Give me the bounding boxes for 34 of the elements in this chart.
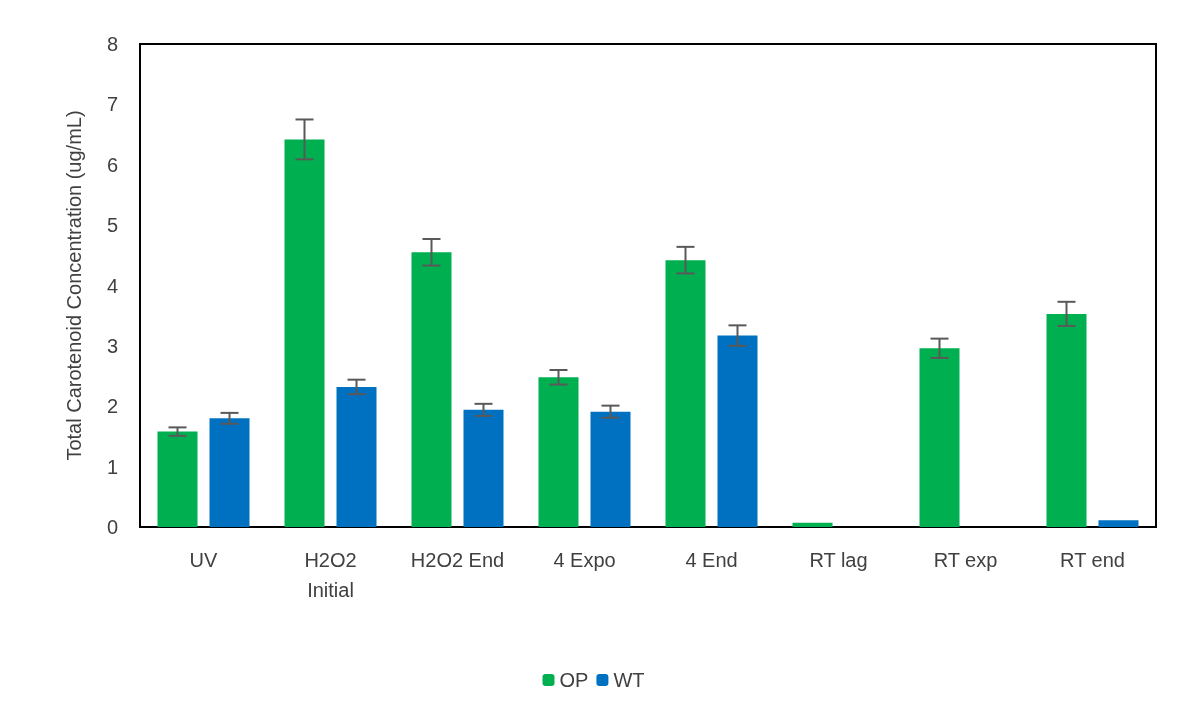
x-tick-label: RT end [1060,549,1125,571]
y-axis-title: Total Carotenoid Concentration (ug/mL) [63,110,85,461]
bar [590,411,631,527]
y-tick-label: 3 [106,334,118,357]
legend-label: WT [613,669,645,691]
bar [665,260,706,527]
y-tick-label: 1 [106,455,118,478]
y-tick-label: 2 [106,395,118,418]
x-tick-label: 4 Expo [553,549,616,571]
x-tick-label: H2O2 End [410,549,505,571]
bar [463,409,504,527]
x-tick-label: 4 End [685,549,738,571]
x-tick-label: UV [189,549,219,571]
bar [411,252,452,527]
x-tick-label: RT lag [809,549,868,571]
bar [157,431,198,527]
bar [919,348,960,527]
x-tick-label: H2O2 Initial [304,549,357,601]
legend-label: OP [559,669,589,691]
bar [717,335,758,527]
y-tick-label: 8 [106,33,118,55]
bar [1098,520,1139,527]
bar [792,522,833,527]
y-tick-label: 4 [106,274,118,297]
bar [284,139,325,527]
y-tick-label: 7 [106,93,118,116]
bar [538,377,579,527]
x-tick-label: RT exp [933,549,998,571]
bar [336,386,377,527]
y-tick-label: 5 [106,214,118,237]
bar [209,418,250,527]
bar [1046,313,1087,527]
y-tick-label: 0 [106,516,118,538]
y-tick-label: 6 [106,153,118,176]
